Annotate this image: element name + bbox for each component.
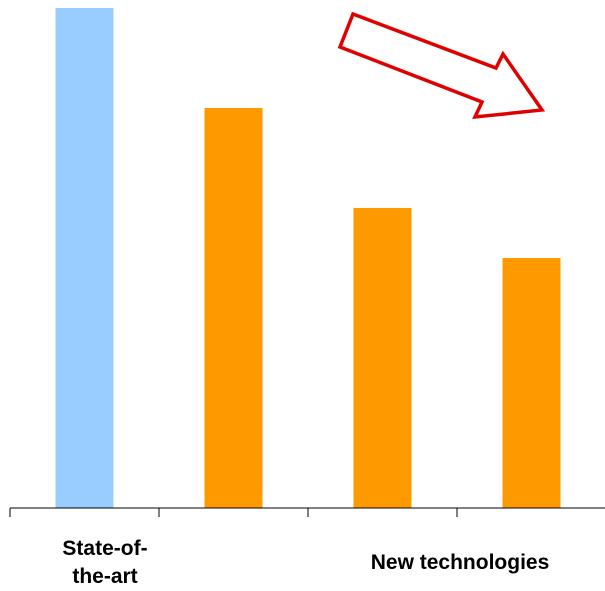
category-label-new-technologies: New technologies (370, 551, 550, 574)
bar-3 (353, 208, 412, 508)
bar-1 (55, 8, 114, 508)
downward-trend-arrow-icon (337, 11, 546, 120)
x-axis (9, 507, 605, 517)
bar-4 (502, 258, 561, 508)
annotation-layer (337, 11, 546, 120)
category-label-state-of-the-art: State-of- the-art (62, 537, 148, 588)
bars-layer (55, 8, 561, 508)
bar-2 (204, 108, 263, 508)
